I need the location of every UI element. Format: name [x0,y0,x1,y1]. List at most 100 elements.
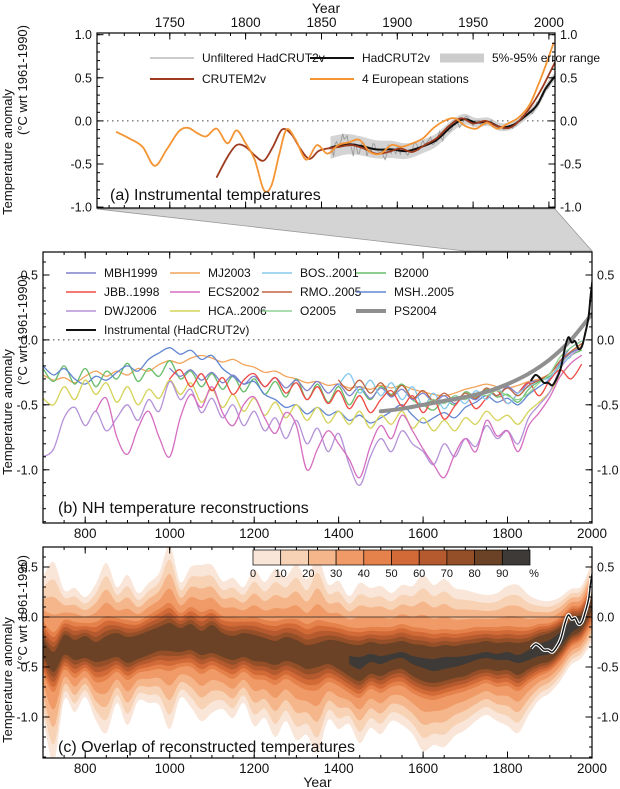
panel-c-y-title-1: Temperature anomaly [0,617,15,743]
legend-label: MBH1999 [104,266,158,280]
panel-a-legend-item: CRUTEM2v [150,72,266,86]
colorbar-segment [474,549,503,566]
panel-a-y-tick-label: -1.0 [70,201,92,215]
panel-b-y-title-1: Temperature anomaly [0,349,15,475]
panel-c-caption: (c) Overlap of reconstructed temperature… [58,739,355,756]
panel-c-frame [42,546,593,759]
legend-label: O2005 [300,304,336,318]
panel-a-y-tick-label: -0.5 [70,158,92,172]
colorbar-label: 40 [358,568,370,580]
panel-a-legend-item: 4 European stations [310,72,469,86]
series-hadcrut [329,74,555,153]
legend-label-unfiltered: Unfiltered HadCRUT2v [202,51,325,65]
colorbar-segment [418,549,448,566]
legend-label: Instrumental (HadCRUT2v) [104,323,249,337]
series-mbh1999 [169,340,583,405]
panel-a-x-axis-title: Year [312,0,341,16]
panel-a-y-tick-label: -1.0 [560,201,582,215]
panel-a-x-tick-label: 1950 [458,15,488,30]
panel-b-x-tick-label: 2000 [577,526,607,541]
legend-label-error_band: 5%-95% error range [492,51,600,65]
panel-b-legend-item: B2000 [356,266,429,280]
colorbar-label: 70 [441,568,453,580]
panel-b-y-tick-label: -1.0 [597,463,619,477]
legend-label: MSH..2005 [394,285,454,299]
panel-b-legend-item: O2005 [262,304,336,318]
panel-c-x-tick-label: 800 [74,761,97,776]
panel-b-frame [42,251,593,524]
panel-b-legend-item: ECS2002 [170,285,260,299]
panel-a-legend-item: 5%-95% error range [440,51,600,65]
panel-b-legend-item: PS2004 [356,304,437,318]
panel-b-x-tick-label: 800 [74,526,97,541]
density-band-90 [349,618,582,672]
panel-b-legend-item: DWJ2006 [66,304,157,318]
panel-b-legend-item: HCA..2006 [170,304,267,318]
panel-b-y-tick-label: -0.5 [16,398,38,412]
panel-a-y-tick-label: 0.0 [75,114,92,128]
panel-c-y-title-2: (°C wrt 1961-1990) [15,555,30,665]
series-msh-2005 [43,347,583,424]
panel-a-y-tick-label: 1.0 [560,28,577,42]
panel-a-y-tick-label: 1.0 [75,28,92,42]
legend-label: ECS2002 [208,285,260,299]
colorbar-label: 30 [330,568,342,580]
series-instrumental-hadcrut2v- [530,277,592,387]
colorbar-segment [446,549,475,566]
series-ecs2002 [95,354,583,479]
panel-c-x-tick-label: 1600 [408,761,438,776]
panel-a-x-tick-label: 1850 [306,15,336,30]
panel-a-plot [97,42,555,193]
colorbar-label: % [529,568,539,580]
panel-a-y-tick-label: 0.5 [560,71,577,85]
colorbar-label: 90 [496,568,508,580]
panel-a-legend-item: Unfiltered HadCRUT2v [150,51,325,65]
legend-label: RMO..2005 [300,285,362,299]
colorbar-segment [252,549,282,566]
panel-b-y-tick-label: 0.5 [597,269,614,283]
legend-label: DWJ2006 [104,304,157,318]
legend-label: B2000 [394,266,429,280]
panel-b-y-tick-label: 0.0 [597,333,614,347]
legend-label-hadcrut: HadCRUT2v [362,51,430,65]
panel-b-legend-item: Instrumental (HadCRUT2v) [66,323,249,337]
panel-c-x-tick-label: 1800 [492,761,522,776]
panel-a-caption: (a) Instrumental temperatures [110,187,321,204]
colorbar: 0 10 20 30 40 50 60 70 80 90% [250,549,539,580]
series-hca-2006 [43,362,572,432]
error-band [330,71,555,160]
panel-b-y-tick-label: 0.0 [21,333,38,347]
legend-label: JBB..1998 [104,285,160,299]
legend-label-crutem: CRUTEM2v [202,72,266,86]
panel-a-y-title-1: Temperature anomaly [0,89,15,215]
panel-b-legend-item: BOS..2001 [262,266,359,280]
colorbar-segment [391,549,420,566]
series-ps2004 [378,311,592,414]
panel-b-legend-item: RMO..2005 [262,285,362,299]
panel-a-y-title-2: (°C wrt 1961-1990) [15,25,30,135]
colorbar-segment [501,549,531,566]
panel-c-y-tick-label: 0.5 [21,561,38,575]
panel-c-y-tick-label: -0.5 [16,661,38,675]
panel-b-legend-item: MBH1999 [66,266,158,280]
panel-b-caption: (b) NH temperature reconstructions [58,500,309,517]
panel-c-y-tick-label: -1.0 [16,711,38,725]
panel-c-x-axis-title: Year [303,774,332,789]
panel-c-x-tick-label: 1000 [155,761,185,776]
panel-c-x-tick-label: 1400 [324,761,354,776]
panel-c-plot [43,547,592,758]
panel-b-y-title-2: (°C wrt 1961-1990) [15,275,30,385]
panel-a-legend-item: HadCRUT2v [310,51,430,65]
panel-b-legend-item: JBB..1998 [66,285,160,299]
colorbar-label: 50 [385,568,397,580]
panel-a-x-tick-label: 1750 [155,15,185,30]
legend-label: MJ2003 [208,266,251,280]
legend-label: PS2004 [394,304,437,318]
panel-a-y-tick-label: 0.0 [560,114,577,128]
panel-c-y-tick-label: 0.0 [21,611,38,625]
panel-a-x-tick-label: 1900 [382,15,412,30]
colorbar-segment [280,549,309,566]
